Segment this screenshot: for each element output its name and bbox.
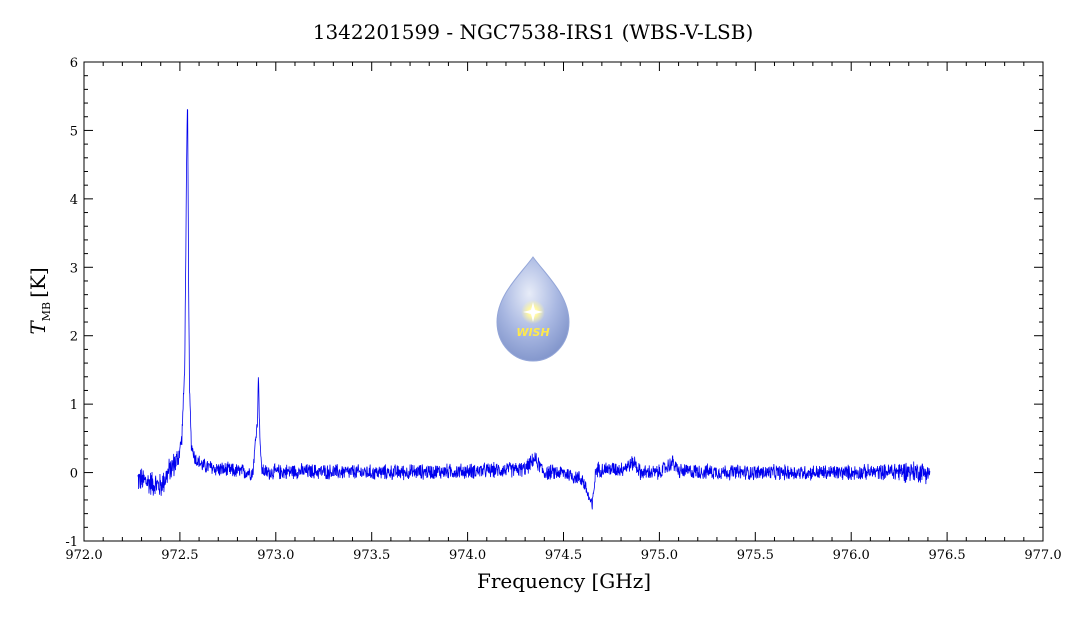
y-axis-subscript: MB bbox=[40, 302, 53, 321]
x-tick-label: 977.0 bbox=[1024, 548, 1061, 563]
y-axis: -1 0 1 2 3 4 5 6 bbox=[65, 56, 1043, 550]
x-tick-label: 976.0 bbox=[833, 548, 870, 563]
x-axis-label: Frequency [GHz] bbox=[477, 569, 651, 593]
x-tick-label: 976.5 bbox=[928, 548, 965, 563]
x-tick-label: 973.5 bbox=[353, 548, 390, 563]
y-tick-label: -1 bbox=[65, 535, 78, 550]
y-tick-label: 4 bbox=[70, 193, 78, 208]
series-layer bbox=[137, 109, 931, 510]
chart-title: 1342201599 - NGC7538-IRS1 (WBS-V-LSB) bbox=[313, 20, 754, 44]
x-tick-label: 974.0 bbox=[449, 548, 486, 563]
y-tick-label: 0 bbox=[70, 467, 78, 482]
y-tick-label: 1 bbox=[70, 398, 78, 413]
x-tick-label: 975.0 bbox=[641, 548, 678, 563]
x-tick-label: 972.5 bbox=[161, 548, 198, 563]
y-tick-label: 6 bbox=[70, 56, 78, 71]
x-tick-label: 972.0 bbox=[65, 548, 102, 563]
y-axis-unit: [K] bbox=[26, 267, 50, 298]
x-axis: 972.0 972.5 973.0 973.5 974.0 974.5 975.0 975.5… bbox=[65, 62, 1062, 563]
y-tick-label: 2 bbox=[70, 330, 78, 345]
x-tick-label: 975.5 bbox=[737, 548, 774, 563]
y-axis-symbol: T bbox=[26, 320, 50, 335]
y-axis-label: TMB [K] bbox=[26, 267, 53, 334]
x-tick-label: 973.0 bbox=[257, 548, 294, 563]
x-tick-label: 974.5 bbox=[545, 548, 582, 563]
y-tick-label: 3 bbox=[70, 261, 78, 276]
y-tick-label: 5 bbox=[70, 124, 78, 139]
spectrum-line bbox=[137, 109, 931, 510]
wish-logo: WISH bbox=[496, 256, 570, 362]
logo-text: WISH bbox=[516, 326, 549, 339]
